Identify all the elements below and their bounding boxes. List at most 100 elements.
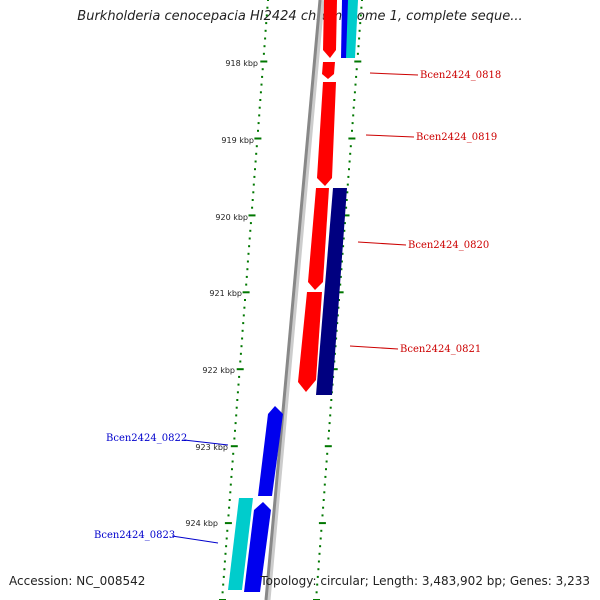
ruler-tick	[342, 214, 350, 217]
ruler-tick	[228, 506, 231, 509]
ruler-tick	[230, 475, 233, 478]
ruler-tick	[316, 583, 319, 586]
leader-line-0823	[171, 535, 219, 544]
ruler-tick	[262, 52, 265, 55]
ruler-tick	[359, 22, 362, 25]
ruler-tick	[251, 206, 254, 209]
ruler-tick	[241, 329, 244, 332]
ruler-tick	[224, 522, 232, 525]
ruler-tick	[241, 337, 244, 340]
ruler-tick	[242, 322, 245, 325]
gene-arrow-bcen2424-0818[interactable]	[322, 62, 335, 79]
ruler-tick	[254, 137, 262, 140]
ruler-tick	[346, 183, 349, 186]
ruler-tick	[335, 337, 338, 340]
gene-label-bcen2424-0823[interactable]: Bcen2424_0823	[94, 530, 175, 541]
ruler-tick	[316, 575, 319, 578]
gene-arrow-bcen2424-0823[interactable]	[244, 502, 271, 592]
ruler-tick	[260, 83, 263, 86]
ruler-tick	[255, 152, 258, 155]
leader-line-0819	[365, 134, 415, 138]
ruler-tick	[236, 391, 239, 394]
ruler-tick	[251, 199, 254, 201]
ruler-tick	[245, 283, 248, 286]
ruler-tick	[247, 252, 250, 255]
gene-label-bcen2424-0821[interactable]: Bcen2424_0821	[400, 344, 481, 355]
ruler-tick	[266, 6, 269, 9]
ruler-tick	[325, 468, 327, 471]
gene-label-bcen2424-0818[interactable]: Bcen2424_0818	[420, 70, 501, 81]
gene-label-bcen2424-0819[interactable]: Bcen2424_0819	[416, 132, 497, 143]
ruler-tick	[252, 191, 255, 194]
ruler-tick	[359, 14, 362, 17]
ruler-tick	[346, 191, 349, 194]
ruler-tick	[337, 306, 340, 309]
gene-arrow-upstream-cyan[interactable]	[346, 0, 358, 58]
genome-summary-label: Topology: circular; Length: 3,483,902 bp…	[260, 574, 590, 588]
leader-line-0820	[357, 241, 407, 246]
ruler-tick	[259, 99, 262, 101]
ruler-tick	[248, 214, 256, 217]
ruler-tick	[317, 560, 320, 563]
ruler-tick	[242, 291, 250, 294]
ruler-tick	[224, 552, 227, 555]
ruler-tick	[223, 568, 226, 571]
ruler-tick	[252, 183, 255, 186]
ruler-tick	[254, 168, 256, 171]
leader-line-0818	[369, 72, 419, 76]
scale-label-922: 922 kbp	[202, 366, 235, 375]
ruler-tick	[225, 545, 228, 548]
gene-label-bcen2424-0820[interactable]: Bcen2424_0820	[408, 240, 489, 251]
ruler-tick	[345, 206, 348, 209]
ruler-tick	[246, 268, 249, 271]
gene-arrow-bcen2424-0822[interactable]	[258, 406, 283, 496]
ruler-tick	[336, 291, 344, 294]
ruler-tick	[264, 29, 267, 32]
ruler-tick	[236, 368, 244, 371]
ruler-tick	[340, 268, 343, 271]
ruler-tick	[324, 475, 327, 478]
ruler-tick	[267, 0, 269, 1]
map-title: Burkholderia cenocepacia HI2424 chromoso…	[77, 9, 523, 24]
ruler-tick	[230, 445, 238, 448]
ruler-tick	[260, 60, 268, 63]
ruler-tick	[353, 91, 356, 94]
gene-arrow-upstream-red[interactable]	[323, 0, 337, 58]
ruler-tick	[235, 414, 238, 417]
ruler-tick	[249, 222, 252, 225]
ruler-tick	[330, 399, 333, 401]
scale-labels: 918 kbp 919 kbp 920 kbp 921 kbp 922 kbp …	[185, 59, 258, 528]
gene-arrow-bcen2424-0823-cyan[interactable]	[228, 498, 253, 590]
ruler-tick	[233, 437, 236, 440]
ruler-tick	[322, 506, 325, 509]
ruler-tick	[358, 37, 361, 40]
ruler-tick	[261, 75, 264, 78]
gene-arrow-bcen2424-0820-dark[interactable]	[316, 188, 347, 395]
ruler-tick	[321, 514, 324, 517]
ruler-tick	[248, 245, 251, 248]
ruler-tick	[263, 45, 266, 48]
ruler-tick	[235, 406, 238, 409]
ruler-tick	[239, 360, 242, 363]
ruler-tick	[222, 583, 225, 586]
ruler-tick	[229, 491, 232, 494]
ruler-tick	[319, 545, 322, 548]
ruler-tick	[264, 37, 267, 40]
ruler-tick	[356, 52, 359, 55]
ruler-tick	[327, 437, 330, 440]
ruler-tick	[338, 299, 340, 301]
gene-arrow-bcen2424-0821[interactable]	[298, 292, 322, 392]
gene-label-bcen2424-0822[interactable]: Bcen2424_0822	[106, 433, 187, 444]
ruler-tick	[357, 45, 360, 48]
ruler-tick	[358, 29, 361, 32]
ruler-tick	[325, 460, 328, 463]
gene-arrow-bcen2424-0819[interactable]	[317, 82, 336, 186]
ruler-tick	[340, 260, 343, 263]
ruler-tick	[223, 560, 226, 563]
ruler-tick	[234, 422, 237, 425]
ruler-tick	[225, 537, 228, 540]
ruler-tick	[336, 314, 339, 317]
ruler-tick	[315, 591, 318, 594]
gene-arrow-bcen2424-0820[interactable]	[308, 188, 329, 290]
ruler-tick	[354, 83, 357, 86]
